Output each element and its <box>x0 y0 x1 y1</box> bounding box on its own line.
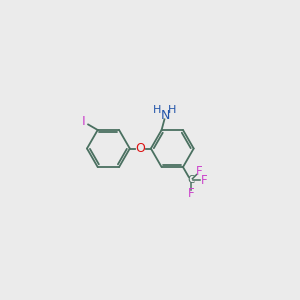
Text: F: F <box>201 174 207 187</box>
Text: H: H <box>168 105 176 115</box>
Text: F: F <box>188 187 194 200</box>
Text: I: I <box>82 115 86 128</box>
Text: N: N <box>161 109 170 122</box>
Text: O: O <box>135 142 145 155</box>
Text: H: H <box>152 105 161 115</box>
Text: F: F <box>196 165 203 178</box>
Text: C: C <box>187 176 194 185</box>
